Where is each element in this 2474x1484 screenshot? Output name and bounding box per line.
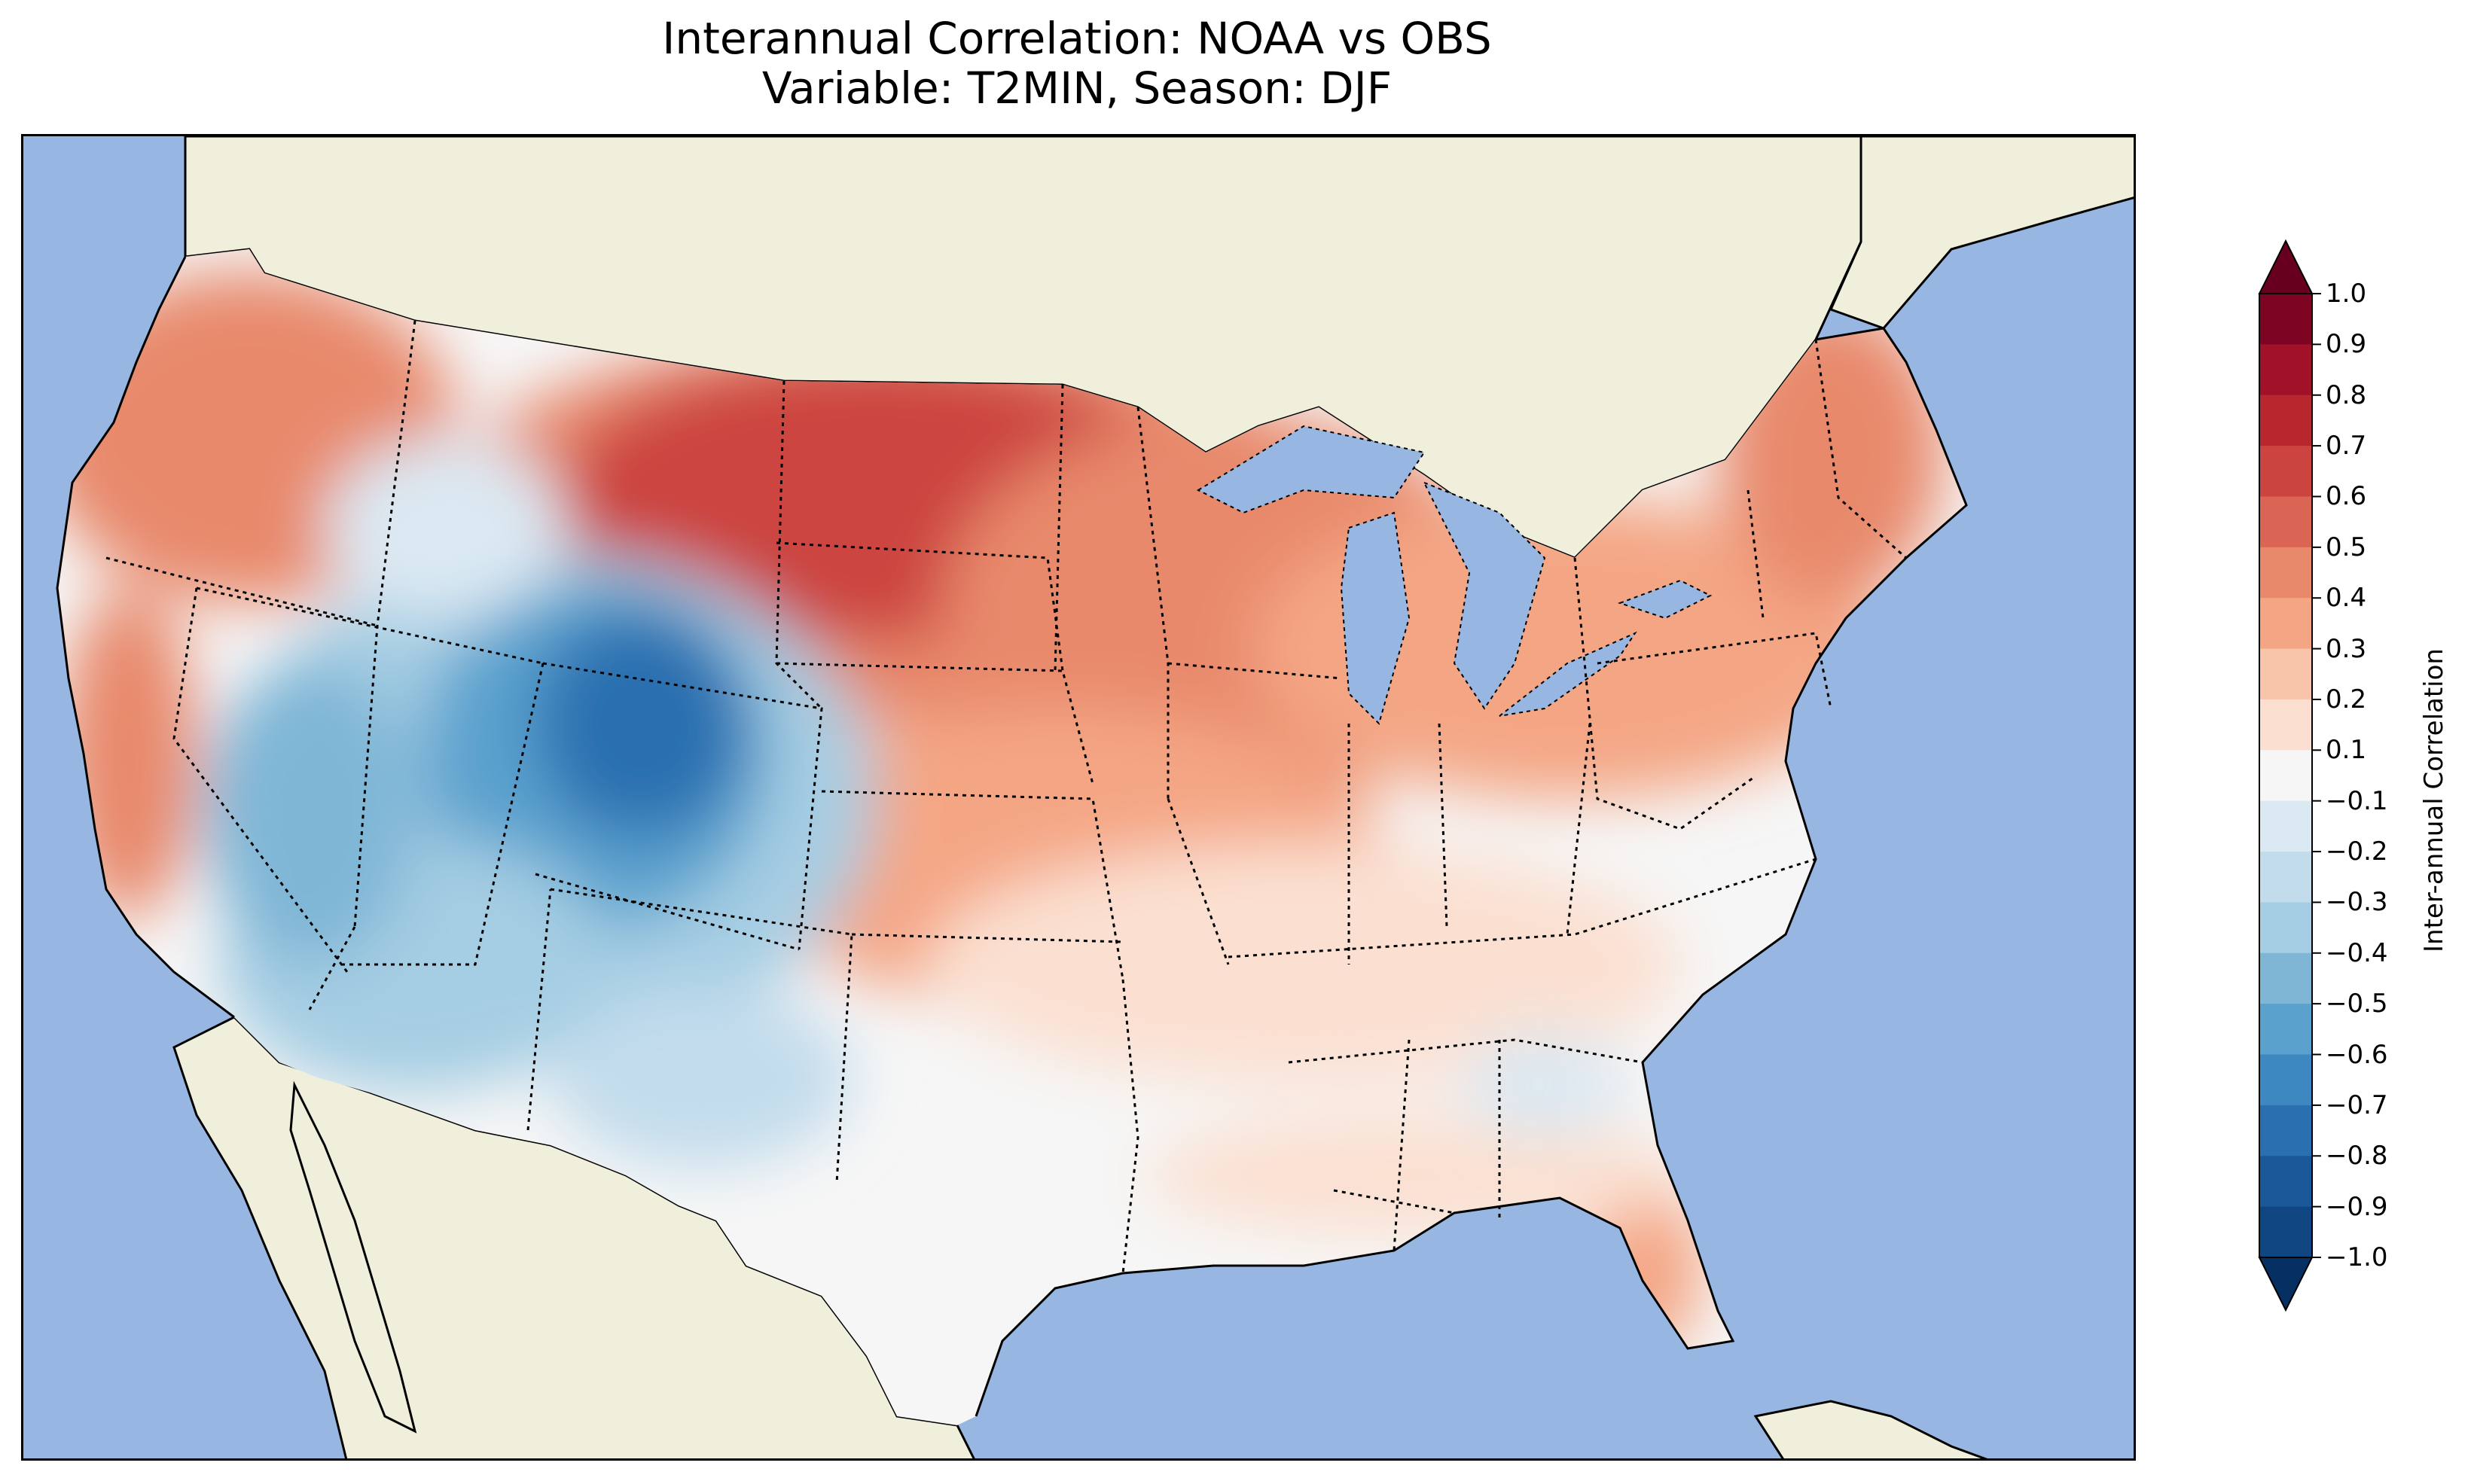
colorbar-tick-labels: 1.0 0.9 0.8 0.7 0.6 0.5 0.4 0.3 0.2 0.1 −0.1 −0.2 −0… <box>2326 281 2431 1309</box>
figure-title: Interannual Correlation: NOAA vs OBS Var… <box>23 14 2131 113</box>
colorbar-segment <box>2259 750 2312 802</box>
colorbar-outline <box>2259 293 2313 1258</box>
colorbar-tick-label: −0.1 <box>2326 785 2388 816</box>
colorbar-tick-label: −0.2 <box>2326 836 2388 867</box>
map-panel <box>21 134 2136 1461</box>
us-coastline <box>56 256 1968 1417</box>
colorbar-extend-top <box>2258 239 2314 294</box>
colorbar <box>2258 239 2321 1312</box>
colorbar-segment <box>2259 1004 2312 1056</box>
colorbar-tick-label: −0.5 <box>2326 989 2388 1019</box>
colorbar-segment <box>2259 952 2312 1004</box>
colorbar-tick-label: 0.7 <box>2326 431 2367 462</box>
colorbar-tick-label: 0.1 <box>2326 735 2367 766</box>
colorbar-segment <box>2259 344 2312 396</box>
great-lakes <box>1196 425 1713 725</box>
colorbar-segment <box>2259 1156 2312 1208</box>
colorbar-segment <box>2259 294 2312 345</box>
colorbar-segment <box>2259 902 2312 954</box>
colorbar-segment <box>2259 446 2312 497</box>
colorbar-tick-label: 0.4 <box>2326 583 2367 614</box>
colorbar-tick-label: −0.6 <box>2326 1039 2388 1070</box>
colorbar-segment <box>2259 395 2312 446</box>
colorbar-tick-label: 0.9 <box>2326 329 2367 360</box>
colorbar-graphic <box>2258 239 2321 1312</box>
colorbar-segment <box>2259 547 2312 599</box>
colorbar-tick-label: −1.0 <box>2326 1242 2388 1272</box>
colorbar-extend-bottom <box>2258 1257 2314 1312</box>
colorbar-tick-label: −0.8 <box>2326 1141 2388 1172</box>
title-line-1: Interannual Correlation: NOAA vs OBS <box>662 13 1492 64</box>
colorbar-tick-label: 0.3 <box>2326 633 2367 664</box>
colorbar-tick-label: 1.0 <box>2326 279 2367 309</box>
colorbar-segment <box>2259 496 2312 548</box>
colorbar-tick-label: −0.9 <box>2326 1191 2388 1222</box>
colorbar-tick-label: 0.8 <box>2326 379 2367 410</box>
colorbar-segment <box>2259 648 2312 700</box>
title-line-2: Variable: T2MIN, Season: DJF <box>761 62 1393 114</box>
colorbar-segment <box>2259 699 2312 751</box>
colorbar-tick-label: −0.7 <box>2326 1089 2388 1120</box>
colorbar-tick-label: 0.6 <box>2326 481 2367 512</box>
state-boundaries <box>105 320 1907 1274</box>
colorbar-segment <box>2259 1206 2312 1258</box>
colorbar-segment <box>2259 1105 2312 1156</box>
correlation-map <box>56 136 2134 1458</box>
colorbar-segment <box>2259 800 2312 852</box>
colorbar-tick-label: 0.5 <box>2326 532 2367 562</box>
colorbar-segment <box>2259 852 2312 903</box>
colorbar-segment <box>2259 598 2312 650</box>
colorbar-tick-label: −0.3 <box>2326 887 2388 918</box>
land <box>172 136 2134 1458</box>
colorbar-segment <box>2259 1054 2312 1106</box>
colorbar-label: Inter-annual Correlation <box>2419 648 2449 952</box>
colorbar-tick-label: 0.2 <box>2326 684 2367 715</box>
colorbar-tick-label: −0.4 <box>2326 937 2388 968</box>
